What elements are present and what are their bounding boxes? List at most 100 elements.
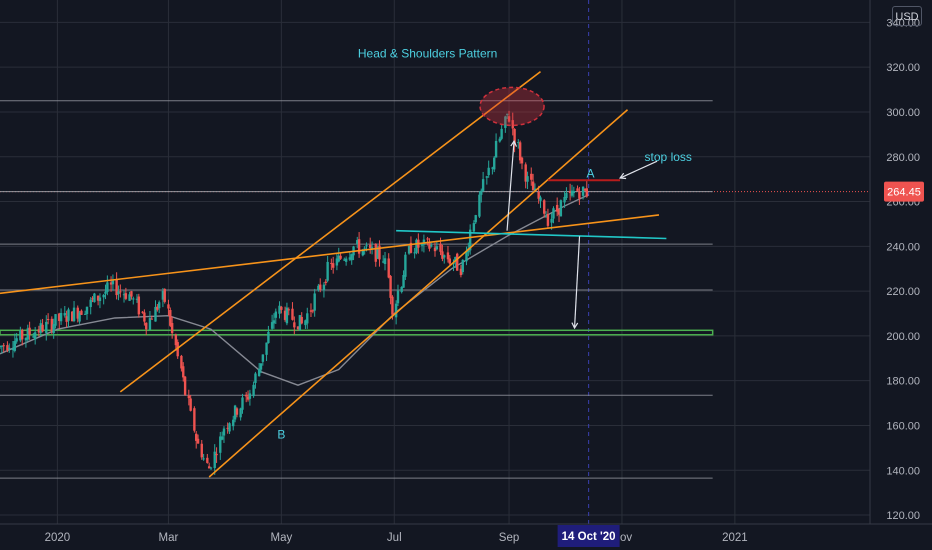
price-tick-label: 200.00 <box>886 331 920 343</box>
candle-body <box>176 342 179 357</box>
candle-body <box>280 306 283 310</box>
candle-body <box>122 294 126 296</box>
candle-body <box>19 330 22 341</box>
candle-body <box>300 316 303 324</box>
arrow-shaft <box>619 160 658 179</box>
candle-body <box>546 213 550 226</box>
candle-body <box>585 188 588 197</box>
candle-body <box>143 312 146 322</box>
candle-body <box>109 282 113 285</box>
arrow-head <box>571 322 579 330</box>
candle-body <box>335 258 339 266</box>
candle-body <box>128 294 131 301</box>
price-axis-panel[interactable] <box>870 0 932 524</box>
candle-body <box>272 320 276 324</box>
candle-body <box>2 345 5 347</box>
candle-body <box>441 251 444 259</box>
candle-body <box>70 311 74 322</box>
candle-body <box>369 244 372 249</box>
candle-body <box>420 243 424 246</box>
currency-selector[interactable]: USD <box>892 6 922 26</box>
candle-body <box>257 368 261 377</box>
point-b-label: B <box>277 427 285 441</box>
candle-body <box>219 436 222 453</box>
candle-body <box>481 179 485 191</box>
price-tick-label: 320.00 <box>886 62 920 74</box>
candle-body <box>267 331 270 344</box>
candle-body <box>182 366 185 378</box>
candle-body <box>246 396 250 400</box>
candle-body <box>448 258 452 264</box>
time-axis-panel[interactable] <box>0 524 932 550</box>
candle-body <box>498 138 501 142</box>
time-tick-label: Sep <box>499 532 519 544</box>
candle-body <box>215 453 218 456</box>
candle-body <box>446 252 450 260</box>
candle-body <box>46 319 50 321</box>
candle-body <box>331 263 335 268</box>
candle-body <box>296 326 300 330</box>
candle-body <box>206 457 209 463</box>
candle-body <box>524 164 527 182</box>
candle-body <box>474 215 477 223</box>
candle-body <box>220 436 224 440</box>
candle-body <box>559 200 563 217</box>
candle-body <box>391 296 394 315</box>
candle-body <box>339 255 342 259</box>
price-tick-label: 300.00 <box>886 107 920 119</box>
candle-body <box>115 279 118 296</box>
candle-body <box>378 245 381 260</box>
candle-body <box>91 298 94 300</box>
candle-body <box>183 376 187 395</box>
candle-body <box>202 458 205 460</box>
candle-body <box>565 193 568 198</box>
candle-body <box>157 302 161 309</box>
candle-body <box>21 329 24 340</box>
candle-body <box>485 176 489 178</box>
candle-body <box>555 204 559 212</box>
candle-body <box>6 345 9 351</box>
candle-body <box>568 190 572 193</box>
candle-body <box>104 291 107 294</box>
candle-body <box>563 196 566 203</box>
candle-body <box>287 309 290 311</box>
arrow-shaft <box>506 141 515 231</box>
candle-body <box>518 142 522 161</box>
candle-body <box>581 186 585 196</box>
price-tick-label: 240.00 <box>886 241 920 253</box>
candle-body <box>232 419 235 427</box>
candle-body <box>533 188 537 191</box>
candle-body <box>394 303 398 318</box>
candle-body <box>472 223 476 232</box>
candle-body <box>24 337 28 341</box>
candle-body <box>85 306 89 314</box>
candle-body <box>106 282 109 292</box>
candle-body <box>37 329 41 333</box>
candle-body <box>207 466 211 469</box>
trendline <box>119 71 541 393</box>
candle-body <box>415 239 418 253</box>
candle-body <box>89 299 92 308</box>
target-projection-arrow <box>571 236 581 330</box>
candle-body <box>285 307 289 324</box>
candle-body <box>552 208 555 219</box>
candle-body <box>180 355 183 369</box>
candle-body <box>520 157 524 164</box>
candle-body <box>537 191 540 199</box>
candle-body <box>511 120 514 129</box>
candle-body <box>161 290 165 300</box>
time-tick-label: Mar <box>159 532 179 544</box>
candle-body <box>241 397 244 410</box>
candle-body <box>480 190 483 195</box>
candle-body <box>365 245 368 247</box>
candle-body <box>337 255 340 262</box>
candle-body <box>278 305 281 314</box>
price-tick-label: 120.00 <box>886 510 920 522</box>
candle-body <box>93 293 96 303</box>
candle-body <box>326 261 329 281</box>
candle-body <box>228 423 231 432</box>
candle-body <box>376 247 379 259</box>
candle-body <box>428 242 431 249</box>
candle-body <box>0 345 4 347</box>
